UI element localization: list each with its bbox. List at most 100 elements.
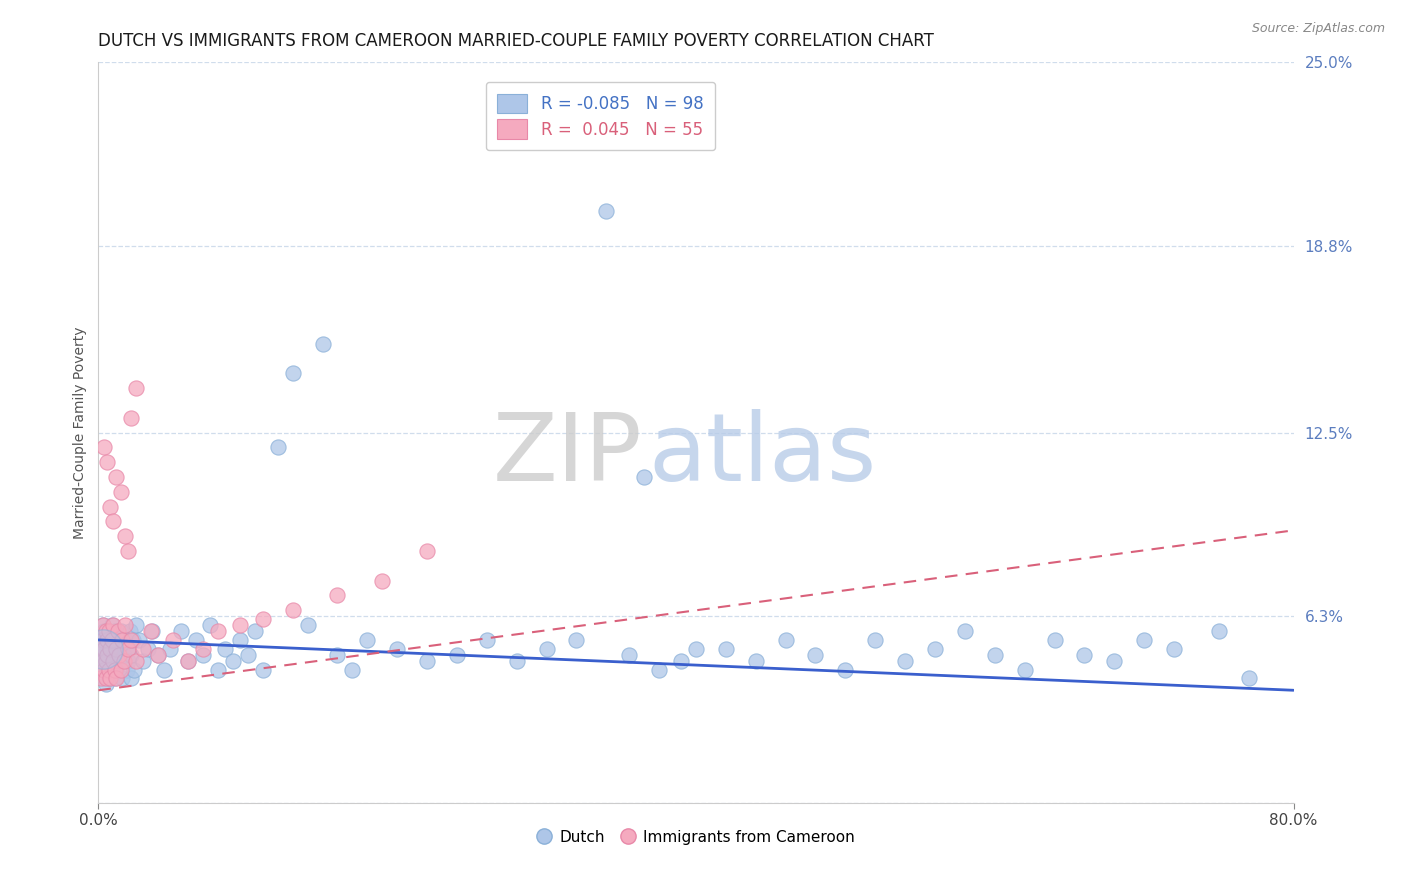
Point bbox=[1133, 632, 1156, 647]
Point bbox=[103, 654, 125, 668]
Point bbox=[326, 589, 349, 603]
Point bbox=[416, 654, 439, 668]
Point bbox=[110, 484, 132, 499]
Point bbox=[101, 618, 124, 632]
Point bbox=[128, 632, 150, 647]
Point bbox=[96, 648, 118, 662]
Point bbox=[120, 632, 142, 647]
Point bbox=[105, 648, 128, 662]
Point bbox=[105, 470, 128, 484]
Point bbox=[342, 663, 364, 677]
Point bbox=[94, 672, 117, 686]
Point bbox=[91, 618, 114, 632]
Point bbox=[97, 624, 120, 638]
Point bbox=[97, 672, 120, 686]
Point bbox=[894, 654, 917, 668]
Point bbox=[121, 632, 143, 647]
Point bbox=[98, 672, 122, 686]
Point bbox=[93, 641, 115, 656]
Point bbox=[117, 544, 139, 558]
Point bbox=[252, 612, 274, 626]
Point bbox=[120, 648, 142, 662]
Point bbox=[506, 654, 529, 668]
Point bbox=[103, 515, 125, 529]
Point bbox=[125, 381, 148, 395]
Point bbox=[191, 641, 214, 656]
Point bbox=[184, 632, 207, 647]
Point bbox=[94, 624, 117, 638]
Point bbox=[104, 672, 127, 686]
Point bbox=[108, 641, 131, 656]
Point bbox=[177, 654, 200, 668]
Point bbox=[565, 632, 588, 647]
Point bbox=[311, 336, 333, 351]
Point bbox=[104, 624, 127, 638]
Point bbox=[595, 203, 617, 218]
Point bbox=[93, 672, 115, 686]
Point bbox=[98, 641, 122, 656]
Point bbox=[120, 410, 142, 425]
Point bbox=[91, 632, 114, 647]
Point bbox=[117, 641, 139, 656]
Point bbox=[236, 648, 259, 662]
Point bbox=[745, 654, 768, 668]
Point bbox=[200, 618, 222, 632]
Point bbox=[90, 641, 112, 656]
Point bbox=[110, 624, 132, 638]
Point bbox=[112, 648, 135, 662]
Point bbox=[91, 654, 114, 668]
Point bbox=[112, 654, 135, 668]
Point bbox=[103, 618, 125, 632]
Point bbox=[416, 544, 439, 558]
Point bbox=[804, 648, 827, 662]
Point bbox=[177, 654, 200, 668]
Point bbox=[94, 654, 117, 668]
Point bbox=[222, 654, 245, 668]
Point bbox=[685, 641, 707, 656]
Point bbox=[475, 632, 498, 647]
Point bbox=[115, 663, 138, 677]
Point bbox=[94, 654, 117, 668]
Point bbox=[105, 641, 128, 656]
Point bbox=[1104, 654, 1126, 668]
Point bbox=[107, 632, 129, 647]
Point bbox=[97, 624, 120, 638]
Point bbox=[91, 648, 114, 662]
Point bbox=[148, 648, 170, 662]
Point bbox=[105, 663, 128, 677]
Point bbox=[96, 641, 118, 656]
Point bbox=[647, 663, 669, 677]
Text: ZIP: ZIP bbox=[492, 409, 643, 500]
Point bbox=[834, 663, 856, 677]
Point bbox=[101, 632, 124, 647]
Point bbox=[281, 603, 304, 617]
Point bbox=[111, 672, 134, 686]
Legend: Dutch, Immigrants from Cameroon: Dutch, Immigrants from Cameroon bbox=[530, 823, 862, 851]
Point bbox=[207, 624, 229, 638]
Point bbox=[169, 624, 191, 638]
Point bbox=[111, 632, 134, 647]
Point bbox=[1073, 648, 1095, 662]
Point bbox=[93, 663, 115, 677]
Point bbox=[114, 618, 136, 632]
Point bbox=[114, 529, 136, 543]
Point bbox=[118, 624, 141, 638]
Point bbox=[714, 641, 737, 656]
Point bbox=[153, 663, 176, 677]
Point bbox=[633, 470, 655, 484]
Point bbox=[371, 574, 394, 588]
Point bbox=[96, 455, 118, 469]
Point bbox=[93, 624, 115, 638]
Point bbox=[245, 624, 267, 638]
Point bbox=[669, 654, 692, 668]
Point bbox=[96, 632, 118, 647]
Point bbox=[117, 654, 139, 668]
Point bbox=[148, 648, 170, 662]
Point bbox=[267, 441, 290, 455]
Point bbox=[91, 618, 114, 632]
Point bbox=[110, 654, 132, 668]
Point bbox=[101, 663, 124, 677]
Text: DUTCH VS IMMIGRANTS FROM CAMEROON MARRIED-COUPLE FAMILY POVERTY CORRELATION CHAR: DUTCH VS IMMIGRANTS FROM CAMEROON MARRIE… bbox=[98, 32, 935, 50]
Point bbox=[98, 500, 122, 514]
Point bbox=[103, 654, 125, 668]
